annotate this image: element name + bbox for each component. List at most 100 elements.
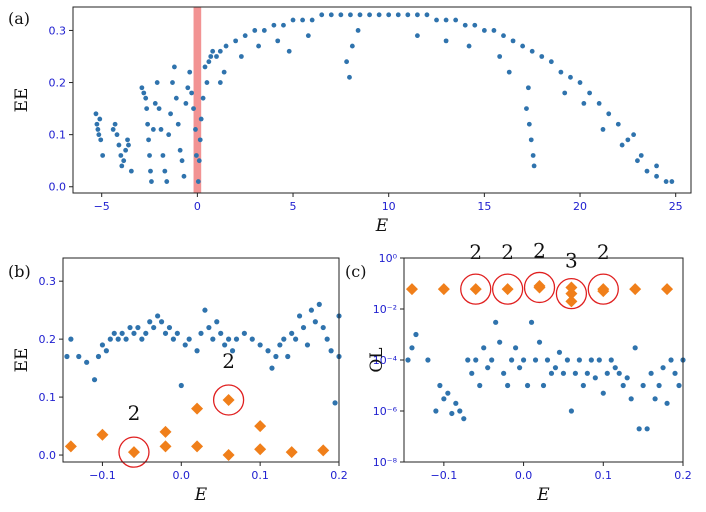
data-point: [172, 64, 177, 70]
data-point: [560, 370, 567, 376]
data-point: [191, 106, 196, 111]
data-diamond: [597, 285, 610, 298]
data-point: [91, 377, 98, 383]
data-point: [194, 153, 199, 158]
data-point: [261, 28, 267, 33]
data-point: [290, 17, 296, 23]
data-point: [187, 69, 193, 75]
data-diamond: [222, 449, 235, 462]
annotation-label: 2: [597, 240, 610, 264]
data-point: [152, 100, 158, 106]
data-point: [210, 48, 216, 54]
data-point: [663, 179, 669, 184]
data-point: [386, 12, 392, 18]
data-point: [286, 48, 292, 54]
annotation-circle: [118, 436, 150, 468]
data-point: [100, 153, 106, 158]
data-point: [465, 357, 471, 363]
data-point: [103, 348, 109, 354]
data-point: [654, 163, 659, 169]
data-point: [178, 382, 184, 389]
x-tick-label: 0.1: [251, 469, 269, 482]
data-point: [241, 330, 247, 336]
data-point: [126, 142, 131, 148]
data-point: [600, 127, 606, 132]
data-point: [497, 54, 503, 59]
data-point: [636, 426, 642, 432]
data-point: [139, 85, 145, 91]
data-point: [158, 127, 164, 132]
x-tick-label: 0.2: [330, 469, 348, 482]
data-point: [145, 121, 151, 127]
data-point: [445, 390, 451, 396]
data-point: [532, 357, 539, 363]
data-point: [97, 116, 103, 122]
data-point: [249, 336, 255, 342]
data-point: [348, 12, 353, 18]
y-tick-label: 0.0: [49, 181, 67, 194]
data-point: [477, 382, 483, 389]
data-point: [526, 121, 532, 127]
data-point: [170, 80, 175, 85]
data-point: [116, 142, 122, 148]
data-point: [572, 370, 578, 376]
data-point: [319, 12, 325, 18]
data-point: [118, 153, 124, 158]
data-point: [558, 69, 564, 75]
data-diamond: [96, 428, 109, 441]
data-point: [154, 80, 160, 85]
data-point: [433, 408, 439, 414]
data-point: [147, 153, 152, 158]
annotation-label: 2: [533, 238, 546, 262]
data-point: [98, 137, 104, 143]
y-tick-label: 0.2: [49, 77, 67, 90]
data-point: [443, 38, 449, 44]
data-point: [466, 43, 472, 49]
data-point: [544, 357, 551, 363]
data-point: [182, 342, 188, 348]
x-tick-label: −0.1: [89, 469, 116, 482]
data-point: [273, 353, 279, 360]
data-point: [472, 22, 478, 28]
y-tick-label: 10⁻⁶: [373, 405, 398, 418]
data-point: [672, 370, 678, 376]
data-point: [95, 353, 102, 360]
x-tick-label: −5: [94, 200, 110, 213]
data-point: [516, 365, 523, 371]
data-point: [93, 111, 99, 117]
data-point: [628, 396, 634, 402]
data-point: [281, 22, 286, 28]
y-tick-label: 0.3: [39, 275, 57, 288]
data-point: [218, 330, 224, 336]
data-point: [226, 336, 232, 342]
data-point: [175, 121, 181, 127]
data-point: [189, 90, 195, 96]
data-point: [497, 339, 503, 345]
annotation-circle: [587, 273, 619, 305]
data-point: [328, 348, 334, 354]
data-point: [186, 336, 192, 342]
data-point: [513, 345, 519, 351]
data-point: [150, 127, 156, 132]
data-point: [453, 400, 459, 406]
data-point: [414, 33, 420, 39]
plot-frame: [72, 6, 692, 194]
data-point: [395, 12, 401, 18]
data-point: [481, 28, 487, 33]
data-point: [640, 382, 646, 389]
data-point: [119, 330, 125, 336]
data-point: [449, 410, 455, 417]
annotation-circle: [460, 273, 492, 305]
data-point: [357, 12, 363, 18]
data-diamond: [565, 281, 578, 294]
data-point: [355, 28, 361, 33]
data-point: [208, 54, 214, 59]
data-point: [170, 336, 176, 342]
data-point: [556, 349, 563, 355]
highlight-band: [193, 7, 202, 193]
data-point: [644, 168, 650, 174]
data-point: [540, 382, 547, 389]
data-point: [185, 85, 191, 91]
data-point: [548, 59, 554, 65]
